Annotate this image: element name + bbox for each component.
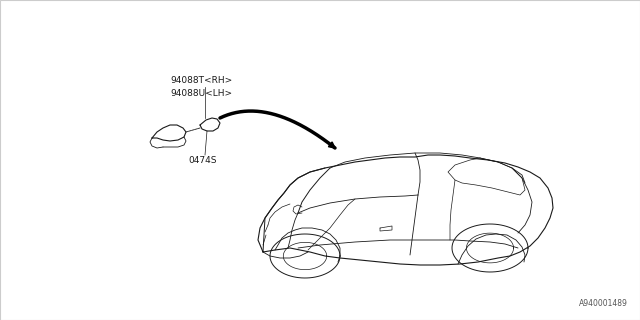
Text: 0474S: 0474S [188,156,216,164]
Text: 94088U<LH>: 94088U<LH> [170,89,232,98]
Text: A940001489: A940001489 [579,299,628,308]
Text: 94088T<RH>: 94088T<RH> [170,76,232,84]
Polygon shape [328,142,335,148]
